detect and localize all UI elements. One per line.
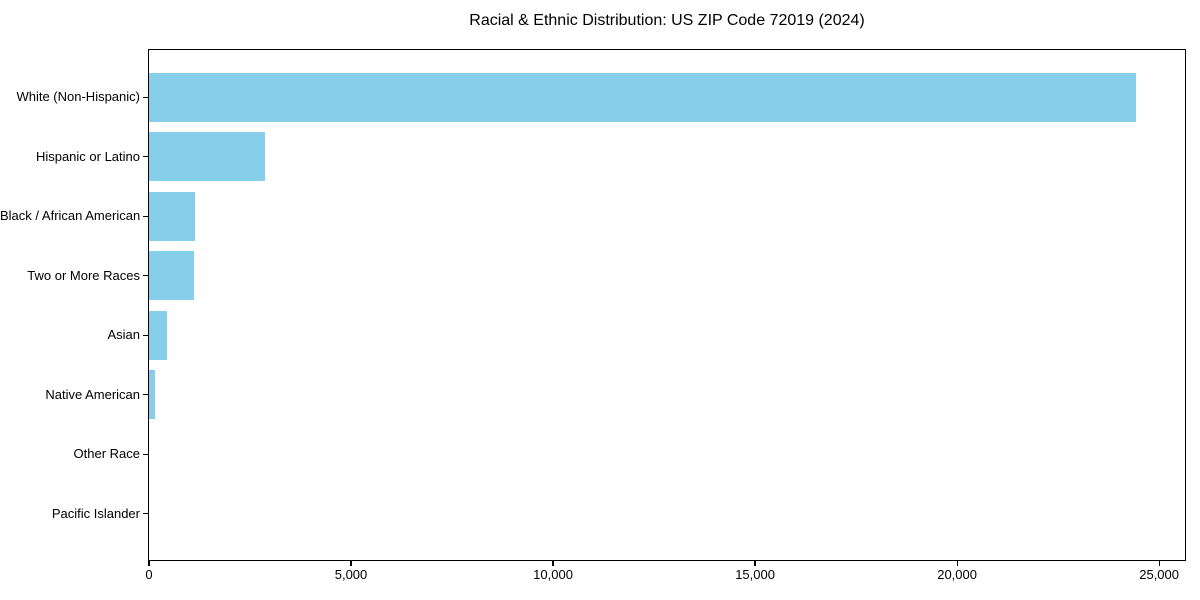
x-tick-mark [754, 561, 756, 566]
y-tick-mark [143, 453, 148, 455]
y-axis-label-pacific-islander: Pacific Islander [51, 505, 140, 521]
x-tick-label: 5,000 [334, 567, 368, 582]
bar-asian [149, 310, 167, 360]
bar-hispanic-or-latino [149, 132, 266, 181]
bar-white-non-hispanic [149, 72, 1136, 122]
x-tick-label: 25,000 [1139, 567, 1179, 582]
y-axis-label-white-non-hispanic: White (Non-Hispanic) [16, 89, 140, 104]
bar-native-american [149, 370, 156, 419]
x-tick-label: 20,000 [937, 567, 977, 582]
x-tick-label: 0 [145, 567, 153, 582]
y-axis-label-other-race: Other Race [73, 446, 140, 461]
y-tick-mark [143, 96, 148, 98]
y-axis-label-native-american: Native American [45, 386, 140, 402]
y-tick-mark [143, 513, 148, 515]
x-tick-mark [1158, 561, 1160, 566]
x-tick-mark [552, 561, 554, 566]
y-tick-mark [143, 334, 148, 336]
plot-area [143, 49, 1186, 561]
x-tick-label: 15,000 [735, 567, 775, 582]
x-tick-mark [148, 561, 150, 566]
x-tick-label: 10,000 [533, 567, 573, 582]
y-axis-label-two-or-more-races: Two or More Races [27, 267, 140, 283]
y-axis-label-hispanic-or-latino: Hispanic or Latino [35, 148, 140, 164]
y-tick-mark [143, 394, 148, 396]
y-tick-mark [143, 275, 148, 277]
x-tick-mark [956, 561, 958, 566]
chart-title: Racial & Ethnic Distribution: US ZIP Cod… [469, 12, 865, 29]
x-tick-mark [350, 561, 352, 566]
y-tick-mark [143, 215, 148, 217]
y-tick-mark [143, 156, 148, 158]
y-axis-label-black-african-american: Black / African American [0, 208, 141, 223]
bar-two-or-more-races [149, 251, 195, 300]
y-axis-label-asian: Asian [107, 327, 140, 342]
bar-black-african-american [149, 191, 196, 241]
